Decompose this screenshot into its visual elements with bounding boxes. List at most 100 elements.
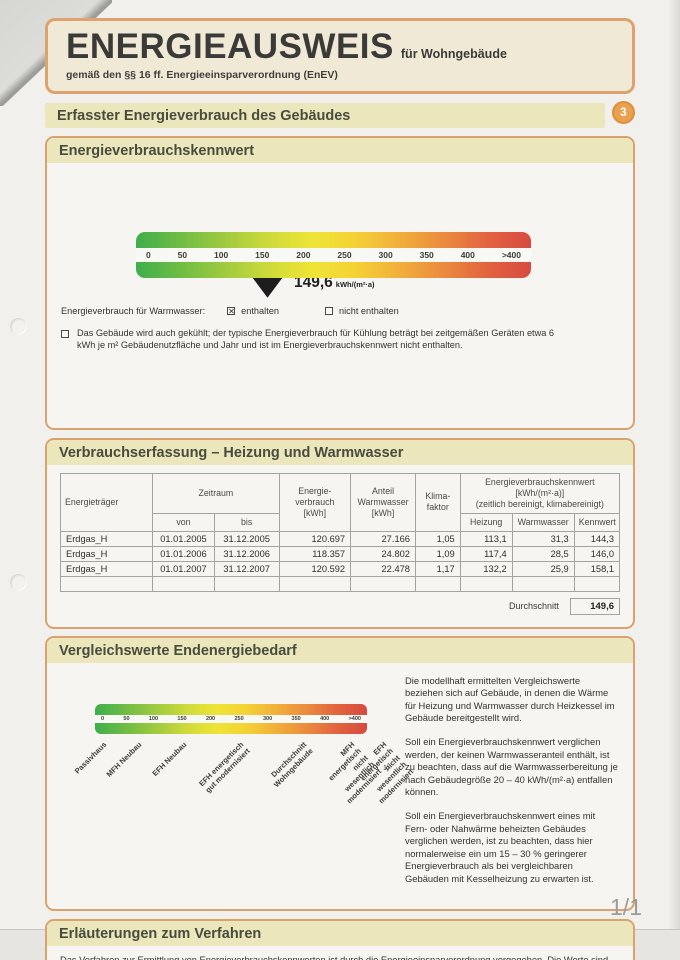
note-paragraph: Soll ein Energieverbrauchskennwert vergl… (405, 736, 618, 798)
scale-tick: 250 (337, 249, 352, 260)
scale-tick: 100 (214, 249, 229, 260)
warmwasser-label: Energieverbrauch für Warmwasser: (61, 305, 206, 316)
scale-tick: 350 (291, 715, 301, 722)
table-cell (511, 575, 575, 592)
table-cell: 24.802 (350, 545, 416, 562)
scale-tick: >400 (501, 249, 521, 260)
col-heizung: Heizung (459, 512, 513, 532)
table-cell: 1,17 (414, 560, 461, 577)
col-klimafaktor: Klima- faktor (414, 472, 461, 532)
table-cell: 01.01.2007 (152, 560, 215, 577)
explanation-text: Das Verfahren zur Ermittlung von Energie… (60, 954, 620, 960)
punch-hole (10, 574, 27, 591)
table-cell: 31.12.2007 (213, 560, 280, 577)
scale-tick: 400 (320, 715, 330, 722)
scale-tick: 200 (205, 715, 216, 722)
col-energieverbrauch: Energie- verbrauch [kWh] (278, 472, 352, 532)
col-kennwert-group: Energieverbrauchskennwert [kWh/(m²·a)] (… (459, 472, 621, 514)
table-cell: 01.01.2005 (152, 530, 215, 547)
table-cell (213, 575, 280, 592)
consumption-table-body: Erdgas_H 01.01.2005 31.12.2005 120.697 27.16… (59, 530, 621, 592)
explanation-text-part: Das Verfahren zur Ermittlung von Energie… (60, 954, 609, 960)
compare-category-label: MFH Neubau (104, 739, 144, 779)
average-value: 149,6 (570, 597, 620, 615)
table-row (59, 575, 621, 592)
table-cell: 28,5 (511, 545, 575, 562)
scale-tick: 100 (148, 715, 159, 722)
compare-category-label: EFH energetisch gut modernisiert (197, 739, 252, 795)
average-label: Durchschnitt (508, 601, 559, 612)
checkbox-checked-icon (227, 306, 236, 315)
scale-tick: 400 (460, 249, 475, 260)
table-cell: 25,9 (511, 560, 575, 577)
energy-scale: 0 50 100 150 200 250 300 350 400 >400 (136, 231, 531, 278)
consumption-table: Energieträger Zeitraum Energie- verbrauc… (59, 472, 621, 592)
certificate-sheet: ENERGIEAUSWEIS für Wohngebäude gemäß den… (45, 18, 635, 960)
table-cell: 120.697 (278, 530, 352, 547)
option-enthalten: enthalten (241, 305, 279, 316)
compare-labels: Passivhaus MFH Neubau EFH Neubau EFH energe… (61, 734, 415, 856)
table-cell (414, 575, 461, 592)
table-cell: Erdgas_H (59, 560, 154, 577)
checkbox-unchecked-icon (324, 306, 333, 315)
average-row: Durchschnitt 149,6 (60, 597, 620, 615)
table-cell: 158,1 (573, 560, 621, 577)
compare-category-label: EFH Neubau (150, 739, 189, 778)
table-cell: 27.166 (350, 530, 416, 547)
compare-scale-ticks: 0 50 100 150 200 250 300 350 400 >400 (95, 714, 367, 723)
table-cell: 132,2 (459, 560, 513, 577)
compare-category-label: Durchschnitt Wohngebäude (269, 739, 315, 790)
table-cell: 1,05 (414, 530, 461, 547)
scale-tick: 150 (177, 715, 187, 722)
option-nicht-enthalten: nicht enthalten (338, 305, 399, 316)
scale-tick: 350 (419, 249, 434, 260)
scale-tick: 300 (263, 715, 273, 722)
table-cell (459, 575, 513, 592)
footnote-marker: 1) (383, 764, 390, 772)
section-title: Vergleichswerte Endenergiebedarf (47, 637, 633, 663)
marker-unit: kWh/(m²·a) (335, 279, 375, 289)
certificate-header: ENERGIEAUSWEIS für Wohngebäude gemäß den… (45, 18, 635, 94)
table-cell: 120.592 (278, 560, 352, 577)
scale-tick: >400 (348, 715, 361, 722)
page-subtitle: gemäß den §§ 16 ff. Energieeinsparverord… (66, 68, 338, 81)
scale-tick: 150 (255, 249, 270, 260)
table-cell: 22.478 (350, 560, 416, 577)
table-cell (278, 575, 352, 592)
page-right-edge (668, 0, 680, 960)
table-cell: 118.357 (278, 545, 352, 562)
col-energietraeger: Energieträger (59, 472, 154, 532)
scale-tick: 300 (378, 249, 393, 260)
table-cell: 31,3 (511, 530, 575, 547)
scale-tick: 200 (296, 249, 311, 260)
compare-scale-pane: 0 50 100 150 200 250 300 350 400 >400 Passivhaus M… (61, 673, 415, 897)
table-row: Erdgas_H 01.01.2007 31.12.2007 120.592 22.47… (59, 560, 621, 577)
marker-value: 149,6 (294, 273, 333, 291)
section-erlaeuterungen: Erläuterungen zum Verfahren Das Verfahre… (45, 918, 635, 960)
scale-tick: 50 (177, 249, 188, 260)
punch-hole (10, 318, 27, 335)
page-title: ENERGIEAUSWEIS (66, 27, 394, 66)
table-row: Erdgas_H 01.01.2005 31.12.2005 120.697 27.16… (59, 530, 621, 547)
checkbox-unchecked-icon (61, 329, 69, 338)
section-energieverbrauchskennwert: Energieverbrauchskennwert Dieses Gebäude… (45, 135, 635, 430)
page-number: 1/1 (610, 894, 642, 920)
table-row: Erdgas_H 01.01.2006 31.12.2006 118.357 24.80… (59, 545, 621, 562)
col-anteil-warmwasser: Anteil Warmwasser [kWh] (350, 472, 416, 532)
table-cell: Erdgas_H (59, 530, 154, 547)
col-kennwert: Kennwert (573, 512, 621, 532)
table-cell: 117,4 (459, 545, 513, 562)
table-cell: 01.01.2006 (152, 545, 215, 562)
section-verbrauchserfassung: Verbrauchserfassung – Heizung und Warmwa… (45, 437, 635, 629)
section-title: Verbrauchserfassung – Heizung und Warmwa… (47, 439, 633, 465)
table-cell: 31.12.2006 (213, 545, 280, 562)
page-badge: 3 (612, 100, 635, 124)
scale-tick: 0 (101, 715, 105, 722)
table-cell: 113,1 (459, 530, 513, 547)
col-warmwasser: Warmwasser (511, 512, 575, 532)
table-cell (152, 575, 215, 592)
table-cell: 1,09 (414, 545, 461, 562)
section-vergleichswerte: Vergleichswerte Endenergiebedarf 0 50 100 1… (45, 635, 635, 911)
energy-scale-ticks: 0 50 100 150 200 250 300 350 400 >400 (136, 247, 531, 262)
table-cell: 146,0 (573, 545, 621, 562)
